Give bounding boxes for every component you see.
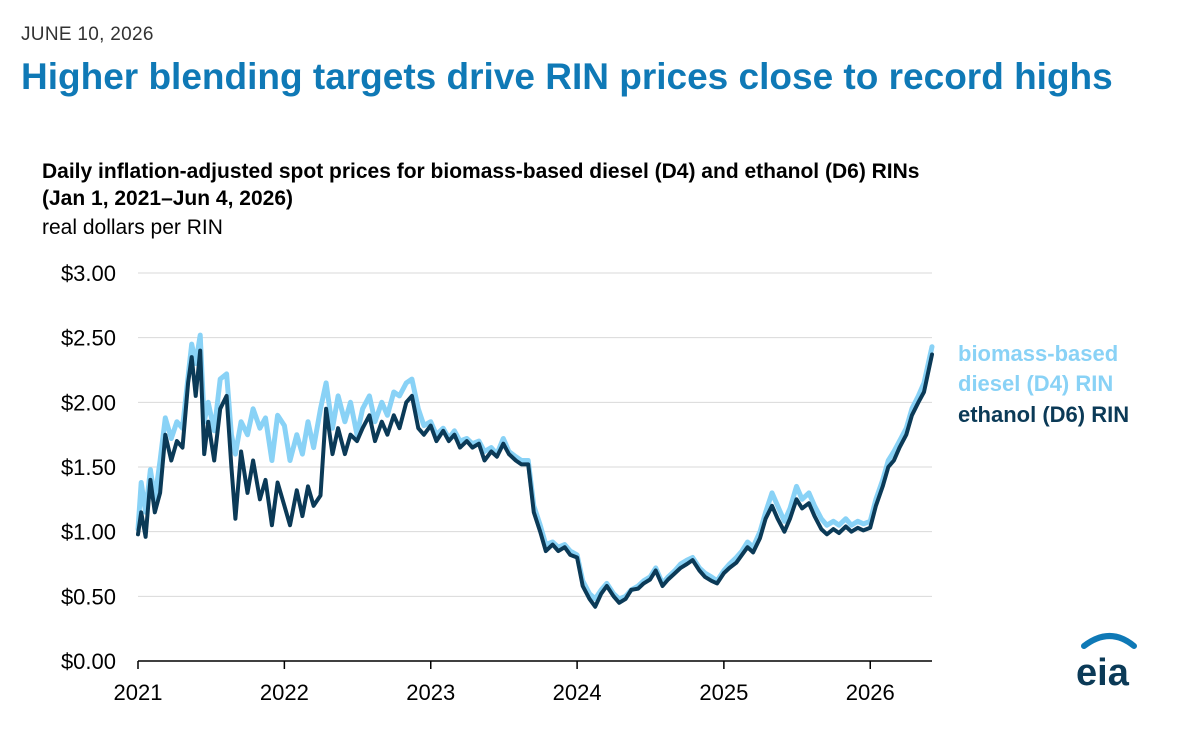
gridlines (138, 272, 932, 597)
y-axis-tick-labels: $0.00 $0.50 $1.00 $1.50 $2.00 $2.50 $3.00 (61, 261, 116, 674)
series-lines (135, 332, 935, 609)
y-tick-label: $0.50 (61, 584, 116, 609)
legend-d4: biomass-based diesel (D4) RIN (958, 339, 1118, 399)
publication-date: JUNE 10, 2026 (21, 24, 154, 45)
headline: Higher blending targets drive RIN prices… (21, 56, 1113, 97)
y-axis-label: real dollars per RIN (42, 216, 223, 239)
series-line-d4 (135, 332, 935, 602)
legend-d4-line-2: diesel (D4) RIN (958, 371, 1114, 396)
eia-logo-arc-icon: eia (1076, 633, 1137, 694)
chart-title: Daily inflation-adjusted spot prices for… (42, 158, 920, 212)
y-tick-label: $1.50 (61, 455, 116, 480)
x-tick-label: 2026 (846, 680, 895, 705)
x-tick-label: 2022 (260, 680, 309, 705)
x-tick-label: 2021 (114, 680, 163, 705)
chart-title-line-2: (Jan 1, 2021–Jun 4, 2026) (42, 187, 293, 210)
eia-logo: eia (1062, 628, 1142, 697)
legend-d6: ethanol (D6) RIN (958, 400, 1129, 430)
y-tick-label: $2.00 (61, 390, 116, 415)
y-tick-label: $2.50 (61, 326, 116, 351)
eia-logo-text: eia (1076, 652, 1130, 692)
legend-d4-line-1: biomass-based (958, 341, 1119, 366)
y-tick-label: $0.00 (61, 649, 116, 674)
y-tick-label: $3.00 (61, 261, 116, 286)
legend-d6-line-1: ethanol (D6) RIN (958, 402, 1130, 427)
x-axis: 2021 2022 2023 2024 2025 2026 (114, 660, 932, 705)
x-tick-label: 2025 (699, 680, 748, 705)
x-tick-label: 2024 (553, 680, 602, 705)
y-tick-label: $1.00 (61, 520, 116, 545)
eia-logo-arc (1081, 633, 1137, 649)
x-tick-label: 2023 (406, 680, 455, 705)
chart-title-line-1: Daily inflation-adjusted spot prices for… (42, 160, 920, 183)
series-line-d6 (136, 348, 934, 609)
